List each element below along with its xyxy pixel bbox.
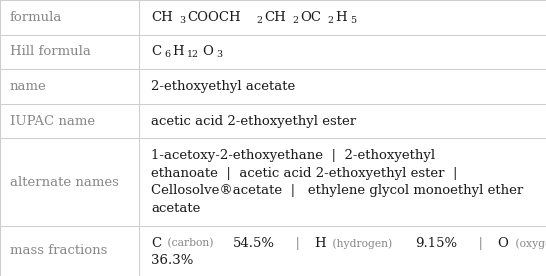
Text: name: name (10, 80, 46, 93)
Text: Hill formula: Hill formula (10, 46, 91, 59)
Text: acetic acid 2-ethoxyethyl ester: acetic acid 2-ethoxyethyl ester (151, 115, 357, 128)
Text: 12: 12 (187, 50, 199, 59)
Text: OC: OC (300, 11, 321, 24)
Text: 3: 3 (217, 50, 223, 59)
Text: O: O (497, 237, 508, 250)
Text: 2-ethoxyethyl acetate: 2-ethoxyethyl acetate (151, 80, 295, 93)
Text: (hydrogen): (hydrogen) (329, 238, 396, 248)
Text: CH: CH (264, 11, 286, 24)
Text: IUPAC name: IUPAC name (10, 115, 95, 128)
Text: 36.3%: 36.3% (151, 254, 194, 267)
Text: C: C (151, 46, 162, 59)
Text: 2: 2 (327, 15, 333, 25)
Text: |: | (470, 237, 491, 250)
Text: O: O (203, 46, 213, 59)
Text: CH: CH (151, 11, 173, 24)
Text: 9.15%: 9.15% (416, 237, 458, 250)
Text: |: | (287, 237, 308, 250)
Text: C: C (151, 237, 162, 250)
Text: H: H (172, 46, 184, 59)
Text: (carbon): (carbon) (164, 238, 217, 248)
Text: 2: 2 (257, 15, 263, 25)
Text: 6: 6 (164, 50, 170, 59)
Text: mass fractions: mass fractions (10, 245, 107, 258)
Text: formula: formula (10, 11, 62, 24)
Text: COOCH: COOCH (187, 11, 241, 24)
Text: alternate names: alternate names (10, 176, 118, 189)
Text: 54.5%: 54.5% (233, 237, 275, 250)
Text: 3: 3 (179, 15, 186, 25)
Text: 1-acetoxy-2-ethoxyethane  |  2-ethoxyethyl
ethanoate  |  acetic acid 2-ethoxyeth: 1-acetoxy-2-ethoxyethane | 2-ethoxyethyl… (151, 149, 524, 215)
Text: 2: 2 (292, 15, 298, 25)
Text: H: H (335, 11, 346, 24)
Text: (oxygen): (oxygen) (512, 238, 546, 248)
Text: 5: 5 (350, 15, 356, 25)
Text: H: H (314, 237, 326, 250)
